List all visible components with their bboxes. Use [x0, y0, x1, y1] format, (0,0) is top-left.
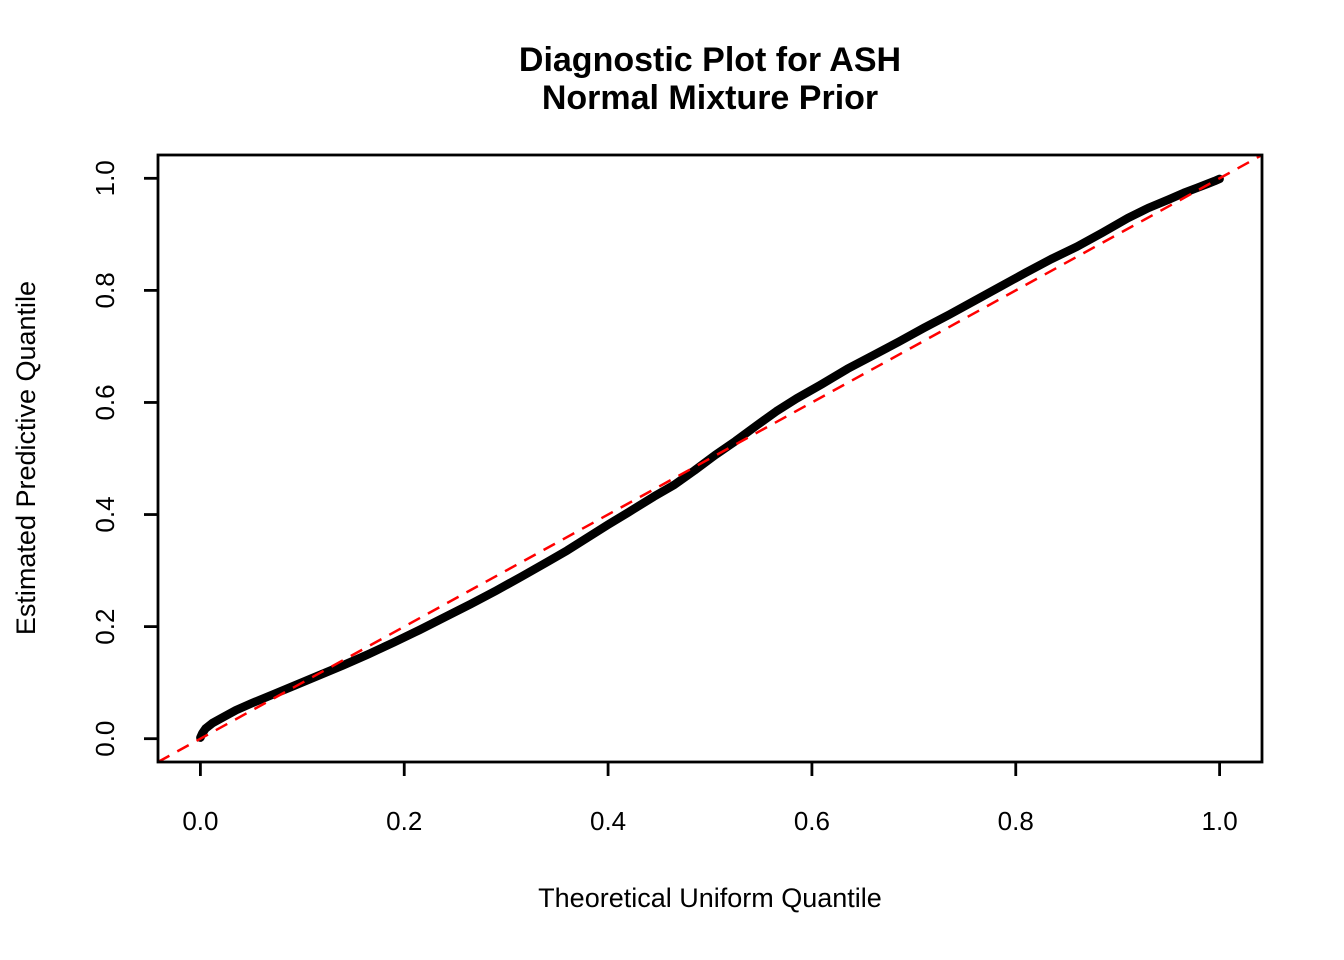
x-tick-label: 0.4 — [590, 806, 626, 836]
plot-title-line1: Diagnostic Plot for ASH — [518, 41, 902, 79]
x-tick-label: 0.6 — [794, 806, 830, 836]
y-tick-label: 0.4 — [90, 496, 120, 532]
plot-box — [156, 153, 1264, 764]
x-tick-label: 0.0 — [182, 806, 218, 836]
y-tick-label: 0.0 — [90, 721, 120, 757]
y-tick-label: 0.2 — [90, 609, 120, 645]
x-tick-label: 0.8 — [998, 806, 1034, 836]
y-tick-label: 0.6 — [90, 384, 120, 420]
y-tick-label: 0.8 — [90, 272, 120, 308]
y-axis-title: Estimated Predictive Quantile — [11, 280, 41, 636]
x-tick-label: 0.2 — [386, 806, 422, 836]
reference-diagonal-line — [157, 153, 1263, 764]
plot-title: Diagnostic Plot for ASH Normal Mixture P… — [158, 41, 1262, 117]
plot-title-line2: Normal Mixture Prior — [541, 79, 879, 117]
x-axis-title: Theoretical Uniform Quantile — [538, 883, 882, 913]
y-tick-label: 1.0 — [90, 160, 120, 196]
x-tick-label: 1.0 — [1202, 806, 1238, 836]
